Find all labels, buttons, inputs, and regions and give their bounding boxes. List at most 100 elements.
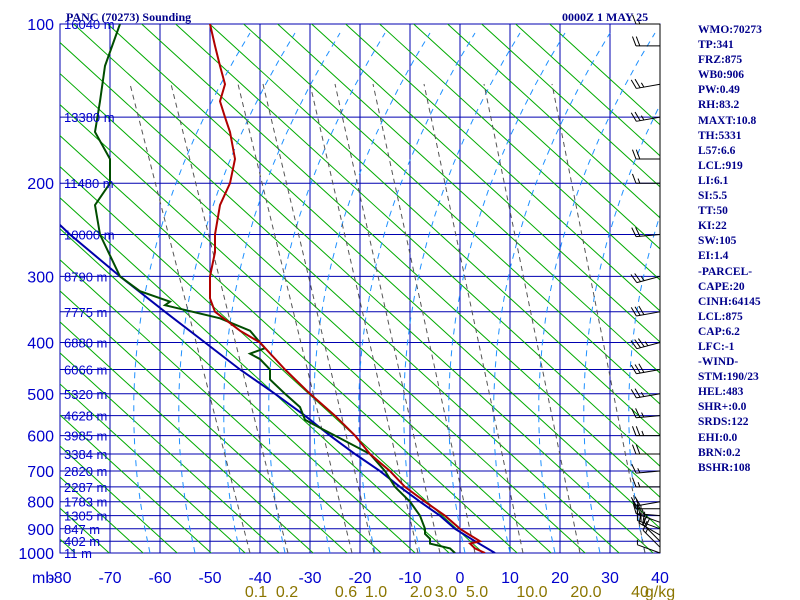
dry-adiabat bbox=[60, 290, 348, 553]
dry-adiabat bbox=[60, 259, 382, 553]
height-label: 11480 m bbox=[64, 176, 114, 191]
temperature-tick-label: -10 bbox=[398, 570, 421, 587]
wind-barbs bbox=[630, 14, 661, 554]
pressure-tick-label: 900 bbox=[27, 522, 54, 539]
index-line: BRN:0.2 bbox=[698, 446, 741, 459]
temperature-tick-label: -70 bbox=[98, 570, 121, 587]
dry-adiabat bbox=[60, 166, 484, 553]
wind-barb-staff bbox=[642, 529, 661, 548]
wind-barb-flag bbox=[637, 482, 641, 488]
wind-barb-flag bbox=[631, 227, 637, 237]
mixing-ratio-label: 3.0 bbox=[435, 584, 457, 600]
mixing-ratio-line bbox=[372, 83, 476, 553]
height-label: 11 m bbox=[64, 546, 92, 561]
moist-adiabat bbox=[358, 32, 476, 553]
wind-barb-staff bbox=[636, 513, 661, 517]
wind-barb-flag bbox=[631, 36, 637, 47]
wind-barb bbox=[631, 444, 660, 455]
height-label: 847 m bbox=[64, 522, 100, 537]
wind-barb-flag bbox=[635, 36, 641, 47]
dry-adiabat bbox=[344, 24, 660, 312]
index-line: SW:105 bbox=[698, 235, 737, 248]
wind-barb-flag bbox=[630, 364, 637, 374]
moist-adiabat bbox=[403, 32, 521, 553]
moist-adiabat bbox=[583, 103, 660, 553]
temperature-trace bbox=[209, 24, 486, 553]
wind-barb-staff bbox=[636, 393, 661, 399]
wind-barb-flag bbox=[630, 340, 638, 349]
index-line: STM:190/23 bbox=[698, 371, 759, 384]
dry-adiabat bbox=[60, 197, 450, 553]
wind-barb bbox=[631, 36, 660, 47]
dry-adiabat bbox=[72, 24, 654, 553]
moist-adiabat bbox=[493, 32, 611, 553]
wind-barb-flag bbox=[634, 306, 641, 316]
station-title: PANC (70273) Sounding bbox=[66, 10, 191, 24]
temperature-tick-label: -30 bbox=[298, 570, 321, 587]
index-line: SRDS:122 bbox=[698, 416, 749, 429]
wind-barb-staff bbox=[637, 544, 661, 554]
dry-adiabat bbox=[514, 24, 660, 157]
height-label: 2820 m bbox=[64, 464, 107, 479]
index-line: EI:1.4 bbox=[698, 250, 729, 263]
wind-barb-flag bbox=[635, 499, 641, 509]
mixing-ratio-label: 10.0 bbox=[516, 584, 547, 600]
index-line: WMO:70273 bbox=[698, 24, 762, 36]
pressure-tick-label: 300 bbox=[27, 269, 54, 286]
wind-barb bbox=[630, 388, 661, 399]
dry-adiabat bbox=[60, 72, 586, 553]
index-line: TP:341 bbox=[698, 39, 734, 52]
index-line: SI:5.5 bbox=[698, 190, 728, 203]
wind-barb-flag bbox=[638, 363, 645, 373]
mixing-ratio-label: 0.2 bbox=[276, 584, 298, 600]
wind-barb-flag bbox=[644, 341, 649, 347]
pressure-tick-label: 100 bbox=[27, 17, 54, 34]
height-label: 13380 m bbox=[64, 110, 115, 125]
dry-adiabat bbox=[60, 103, 552, 553]
wind-barb-flag bbox=[637, 19, 641, 25]
index-line: WB0:906 bbox=[698, 69, 744, 82]
index-line: CAPE:20 bbox=[698, 280, 745, 293]
wind-barb bbox=[630, 273, 661, 284]
mixing-ratio-line bbox=[334, 83, 441, 553]
mixing-ratio-label: 5.0 bbox=[466, 584, 488, 600]
wind-barb-flag bbox=[634, 339, 641, 348]
index-line: MAXT:10.8 bbox=[698, 114, 757, 127]
dry-adiabat bbox=[548, 24, 660, 126]
wind-barb-flag bbox=[631, 14, 637, 25]
index-line: LCL:919 bbox=[698, 159, 743, 172]
temperature-tick-label: -80 bbox=[48, 570, 71, 587]
pressure-tick-label: 700 bbox=[27, 464, 54, 481]
index-line: BSHR:108 bbox=[698, 461, 751, 474]
temperature-tick-label: 40 bbox=[651, 570, 669, 587]
wind-barb-staff bbox=[637, 513, 661, 523]
index-line: KI:22 bbox=[698, 220, 727, 233]
pressure-tick-label: 800 bbox=[27, 495, 54, 512]
wind-barb-flag bbox=[631, 444, 637, 455]
wind-barb-flag bbox=[640, 392, 645, 397]
wind-barb bbox=[630, 496, 661, 507]
wind-barb-flag bbox=[635, 149, 641, 160]
moist-adiabat bbox=[223, 32, 341, 553]
wind-barb-staff bbox=[638, 522, 661, 536]
index-line: SHR+:0.0 bbox=[698, 401, 747, 414]
mixing-ratio-label: 1.0 bbox=[365, 584, 387, 600]
index-line: TT:50 bbox=[698, 205, 728, 218]
indices-panel: WMO:70273 TP:341 FRZ:875 WB0:906 PW:0.49 RH:8… bbox=[698, 23, 798, 476]
pressure-unit-label: mb bbox=[32, 570, 54, 587]
height-label: 3384 m bbox=[64, 447, 107, 462]
mixing-ratio-label: g/kg bbox=[645, 584, 675, 600]
wind-barb-flag bbox=[635, 408, 641, 418]
height-label: 2287 m bbox=[64, 480, 107, 495]
height-label: 7775 m bbox=[64, 305, 107, 320]
wind-barb-flag bbox=[640, 115, 645, 121]
wind-barb bbox=[636, 539, 661, 554]
wind-barb-flag bbox=[630, 307, 637, 317]
wind-barb-flag bbox=[637, 338, 645, 348]
mixing-ratio-lines bbox=[129, 83, 646, 553]
wind-barb-flag bbox=[632, 503, 637, 514]
height-label: 4628 m bbox=[64, 409, 107, 424]
height-label: 1783 m bbox=[64, 495, 107, 510]
wind-barb-staff bbox=[636, 275, 661, 284]
